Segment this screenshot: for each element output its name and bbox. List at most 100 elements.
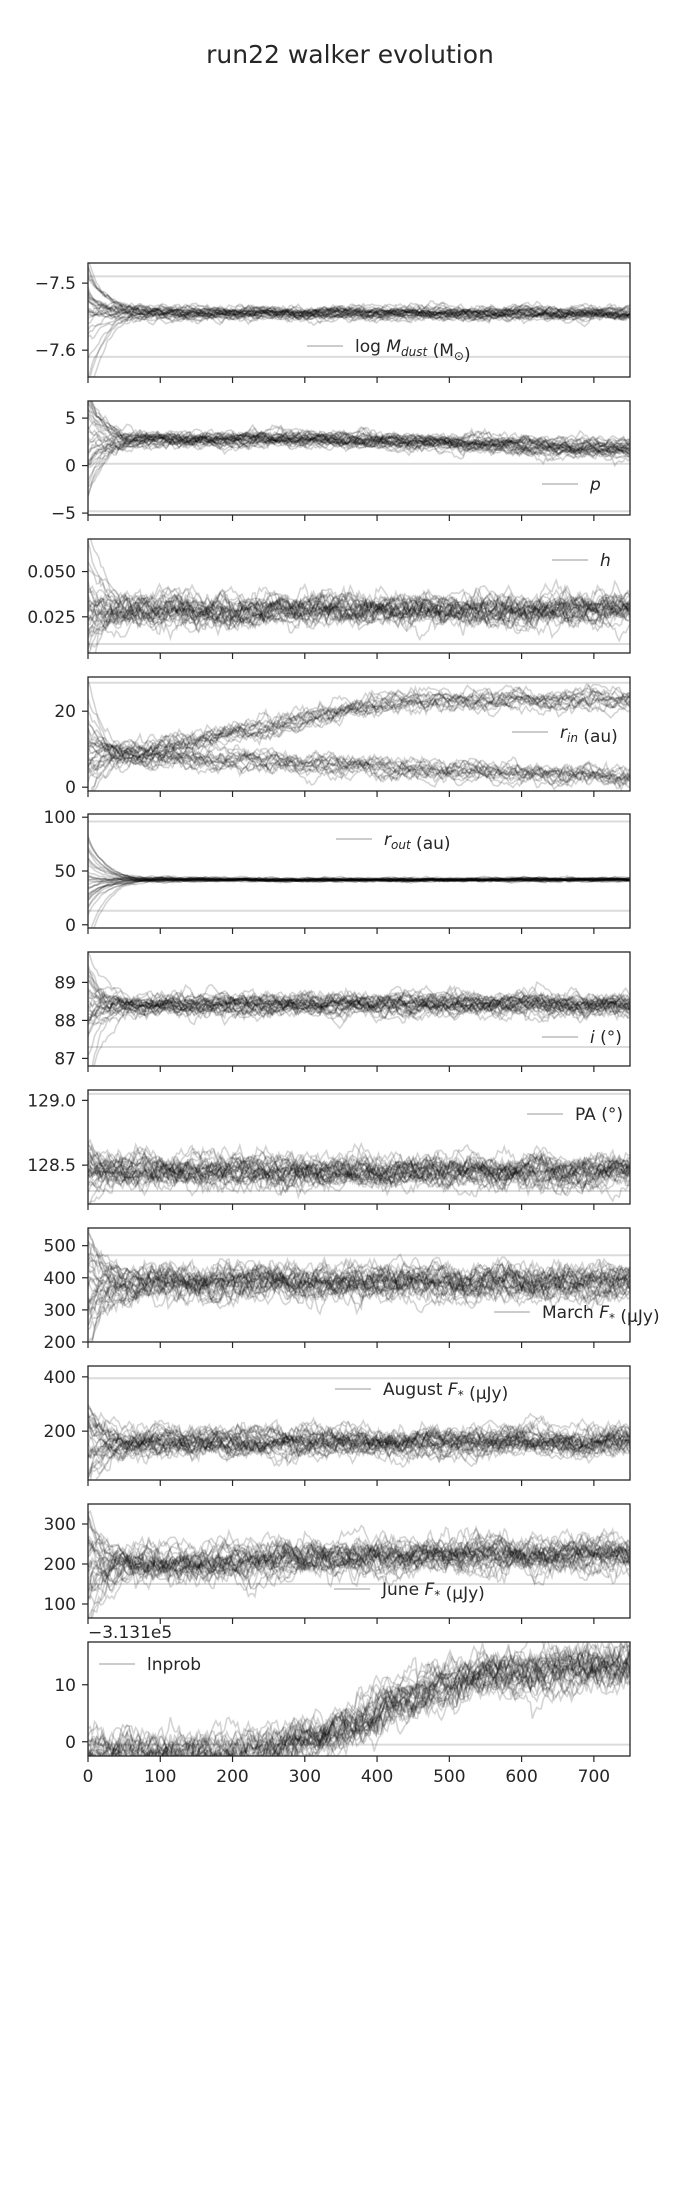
walker-line: [88, 432, 630, 462]
walker-line: [88, 1539, 630, 1583]
y-tick-label: 0.050: [27, 563, 76, 583]
panel-9: 400 200 August F* (μJy): [44, 1365, 631, 1486]
y-tick-label: 200: [44, 1422, 76, 1442]
walker-line: [88, 742, 630, 788]
panel-6: 89 88 87 i (°): [54, 951, 631, 1072]
y-tick-label: 0: [65, 1733, 76, 1753]
walker-line: [88, 1525, 630, 1580]
walker-line: [88, 305, 630, 321]
walker-line: [88, 875, 630, 907]
walker-line: [88, 300, 630, 321]
walker-traces: [88, 401, 630, 513]
walker-line: [88, 1526, 630, 1592]
panel-frame: [87, 1365, 631, 1481]
walker-line: [88, 993, 630, 1024]
walker-line: [88, 1256, 630, 1342]
panel-frame: [87, 676, 631, 792]
legend-label: August F* (μJy): [383, 1380, 508, 1404]
walker-line: [88, 1255, 630, 1306]
walker-line: [88, 1263, 630, 1320]
walker-line: [88, 1142, 630, 1194]
walker-line: [136, 1648, 630, 1756]
walker-line: [88, 1150, 630, 1195]
walker-line: [92, 748, 630, 791]
walker-line: [88, 1253, 630, 1331]
panel-frame: [87, 1503, 631, 1619]
walker-line: [88, 303, 630, 323]
walker-line: [88, 686, 630, 762]
walker-line: [88, 1416, 630, 1465]
walker-line: [88, 876, 630, 885]
panel-frame: [87, 1089, 631, 1205]
walker-traces: [88, 680, 630, 791]
walker-line: [88, 1538, 630, 1599]
walker-line: [88, 580, 630, 629]
walker-line: [89, 401, 630, 458]
walker-line: [88, 990, 630, 1022]
walker-line: [88, 1423, 630, 1464]
walker-line: [88, 1419, 630, 1459]
walker-line: [88, 588, 630, 633]
panel-frame: [87, 538, 631, 654]
legend: June F* (μJy): [334, 1580, 485, 1604]
walker-line: [100, 1645, 630, 1756]
walker-line: [88, 588, 630, 627]
walker-line: [88, 979, 630, 1016]
walker-line: [88, 989, 630, 1023]
legend-label: lnprob: [147, 1655, 201, 1675]
walker-line: [88, 584, 630, 625]
walker-line: [88, 291, 630, 323]
walker-line: [88, 1425, 630, 1480]
walker-line: [88, 1146, 630, 1203]
walker-line: [91, 989, 630, 1066]
legend-label: p: [589, 475, 601, 495]
walker-line: [90, 1256, 630, 1342]
walker-line: [88, 1527, 630, 1586]
walker-line: [88, 876, 630, 890]
walker-line: [88, 286, 630, 322]
walker-line: [88, 303, 630, 323]
walker-line: [88, 1530, 630, 1583]
walker-line: [88, 1249, 630, 1303]
walker-line: [88, 875, 630, 890]
walker-line: [88, 984, 630, 1019]
walker-line: [88, 1264, 630, 1311]
walker-line: [88, 1261, 630, 1306]
legend: August F* (μJy): [335, 1380, 508, 1404]
walker-line: [88, 686, 630, 755]
walker-line: [88, 849, 630, 884]
walker-line: [88, 1259, 630, 1304]
walker-line: [88, 1142, 630, 1201]
y-tick-label: 129.0: [27, 1091, 76, 1111]
walker-line: [88, 1537, 630, 1592]
y-tick-label: 400: [44, 1269, 76, 1289]
walker-line: [88, 1257, 630, 1316]
walker-line: [88, 276, 630, 328]
walker-line: [88, 591, 630, 636]
walker-line: [88, 1532, 630, 1606]
walker-line: [88, 875, 630, 884]
walker-line: [88, 429, 630, 466]
walker-line: [89, 1424, 630, 1480]
walker-line: [88, 876, 630, 896]
walker-line: [88, 1154, 630, 1194]
walker-line: [143, 1643, 630, 1756]
walker-line: [88, 735, 630, 787]
walker-line: [88, 1524, 630, 1584]
walker-line: [88, 1258, 630, 1316]
walker-line: [88, 1648, 630, 1756]
walker-line: [88, 1144, 630, 1193]
chart-title: run22 walker evolution: [206, 40, 494, 69]
walker-line: [88, 401, 630, 454]
walker-line: [88, 694, 630, 783]
legend-label: rin (au): [560, 723, 618, 747]
panel-frame: [87, 400, 631, 516]
y-tick-label: 87: [54, 1049, 76, 1069]
x-tick-label: 200: [216, 1767, 248, 1787]
walker-line: [88, 992, 630, 1023]
walker-line: [88, 1153, 630, 1194]
walker-line: [88, 988, 630, 1022]
walker-line: [89, 1647, 630, 1756]
walker-line: [88, 682, 630, 779]
y-tick-label: 200: [44, 1333, 76, 1353]
